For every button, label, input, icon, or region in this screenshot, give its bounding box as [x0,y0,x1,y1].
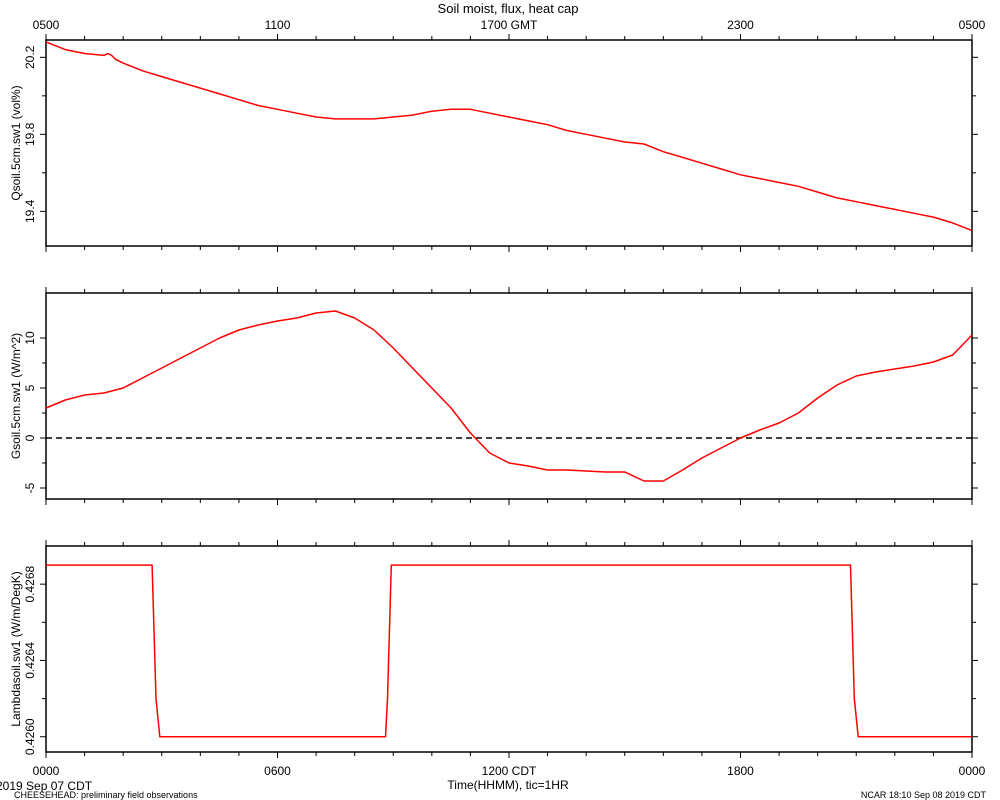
y-tick-label: 5 [23,384,37,391]
plot-frame [45,545,973,753]
y-tick-label: 0 [23,434,37,441]
bottom-tick-label: 0000 [33,764,60,778]
y-tick-label: 19.4 [23,199,37,223]
series-line [45,41,973,232]
bottom-tick-label: 1200 CDT [482,764,537,778]
plot-frame [45,39,973,247]
series-line [45,310,973,482]
bottom-tick-label: 0000 [959,764,986,778]
footer-right-label: NCAR 18:10 Sep 08 2019 CDT [861,790,987,800]
top-tick-label: 1100 [265,18,291,32]
y-axis-label: Gsoil.5cm.sw1 (W/m^2) [9,333,23,459]
top-time-axis: 0500 1100 1700 GMT 2300 0500 [33,18,986,32]
footer-left-label: CHEESEHEAD: preliminary field observatio… [14,790,198,800]
y-tick-label: 0.4260 [23,718,37,755]
y-tick-label: -5 [23,482,37,493]
panel-soil-moisture: 19.4 19.8 20.2 Qsoil.5cm.sw1 (vol%) [9,34,978,252]
top-tick-label: 2300 [727,18,754,32]
plot-frame [45,292,973,500]
y-tick-label: 0.4264 [23,642,37,679]
series-line [46,564,972,738]
chart-title: Soil moist, flux, heat cap [438,1,579,16]
bottom-tick-label: 0600 [264,764,291,778]
y-tick-label: 0.4268 [23,565,37,602]
x-axis-label: Time(HHMM), tic=1HR [447,778,569,792]
y-tick-label: 19.8 [23,122,37,146]
y-axis-label: Lambdasoil.sw1 (W/m/DegK) [9,571,23,726]
top-tick-label: 1700 GMT [481,18,538,32]
date-label: 2019 Sep 07 CDT [0,779,93,793]
y-axis-label: Qsoil.5cm.sw1 (vol%) [9,85,23,200]
top-tick-label: 0500 [959,18,986,32]
bottom-tick-label: 1800 [727,764,754,778]
y-tick-label: 20.2 [23,45,37,69]
bottom-time-axis: 0000 0600 1200 CDT 1800 0000 [33,764,986,778]
y-tick-label: 10 [23,331,37,345]
top-tick-label: 0500 [33,18,60,32]
